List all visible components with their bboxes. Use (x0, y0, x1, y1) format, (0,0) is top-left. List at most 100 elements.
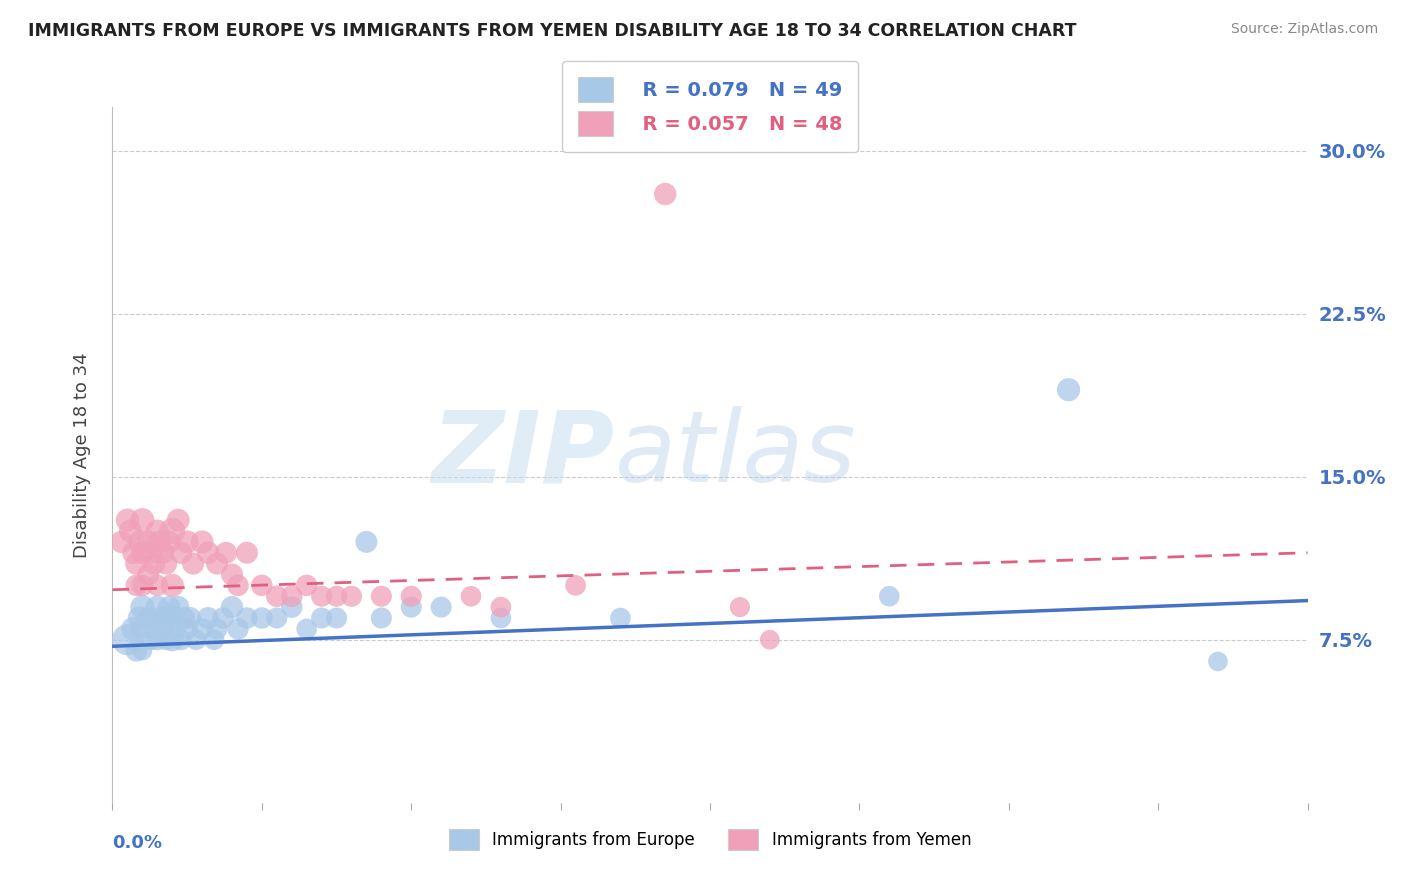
Point (325, 611, 347, 625)
Point (120, 524, 142, 538)
Point (125, 557, 148, 571)
Point (157, 600, 180, 615)
Point (311, 589, 333, 603)
Point (340, 589, 363, 603)
Text: 0.0%: 0.0% (112, 834, 163, 852)
Point (157, 534, 180, 549)
Point (281, 600, 304, 615)
Point (215, 546, 238, 560)
Point (152, 622, 174, 636)
Point (131, 600, 153, 615)
Y-axis label: Disability Age 18 to 34: Disability Age 18 to 34 (73, 352, 91, 558)
Legend: Immigrants from Europe, Immigrants from Yemen: Immigrants from Europe, Immigrants from … (441, 822, 979, 857)
Point (146, 600, 169, 615)
Point (138, 611, 160, 625)
Point (170, 632, 193, 647)
Point (146, 578, 169, 592)
Point (155, 557, 177, 571)
Point (162, 578, 183, 592)
Point (122, 622, 145, 636)
Point (149, 534, 172, 549)
Point (654, 186, 676, 201)
Point (226, 578, 249, 592)
Point (759, 632, 782, 647)
Point (155, 611, 177, 625)
Point (236, 546, 259, 560)
Point (122, 546, 145, 560)
Point (205, 622, 228, 636)
Point (167, 600, 190, 615)
Point (138, 567, 160, 582)
Point (125, 578, 148, 592)
Point (149, 611, 172, 625)
Text: atlas: atlas (614, 407, 856, 503)
Point (143, 557, 166, 571)
Text: IMMIGRANTS FROM EUROPE VS IMMIGRANTS FROM YEMEN DISABILITY AGE 18 TO 34 CORRELAT: IMMIGRANTS FROM EUROPE VS IMMIGRANTS FRO… (28, 22, 1077, 40)
Point (295, 578, 318, 592)
Point (325, 589, 347, 603)
Point (128, 611, 150, 625)
Point (173, 611, 195, 625)
Point (110, 534, 132, 549)
Point (489, 611, 512, 625)
Text: Source: ZipAtlas.com: Source: ZipAtlas.com (1230, 22, 1378, 37)
Point (162, 524, 183, 538)
Point (202, 632, 225, 647)
Point (131, 622, 153, 636)
Point (179, 611, 201, 625)
Point (141, 632, 163, 647)
Point (155, 632, 177, 647)
Point (128, 534, 150, 549)
Point (489, 600, 512, 615)
Point (212, 611, 235, 625)
Point (191, 622, 214, 636)
Point (609, 611, 631, 625)
Point (181, 557, 204, 571)
Point (167, 513, 190, 527)
Point (162, 632, 183, 647)
Point (1206, 655, 1229, 669)
Point (131, 643, 153, 657)
Point (266, 611, 288, 625)
Point (401, 589, 423, 603)
Point (250, 578, 273, 592)
Point (117, 513, 139, 527)
Point (311, 611, 333, 625)
Point (356, 534, 378, 549)
Point (162, 611, 183, 625)
Point (460, 589, 482, 603)
Point (141, 546, 163, 560)
Point (131, 513, 153, 527)
Point (281, 589, 304, 603)
Point (236, 611, 259, 625)
Point (879, 589, 901, 603)
Point (152, 546, 174, 560)
Point (205, 557, 228, 571)
Point (226, 622, 249, 636)
Point (564, 578, 586, 592)
Point (370, 611, 392, 625)
Point (197, 546, 219, 560)
Point (176, 622, 198, 636)
Point (221, 567, 243, 582)
Point (401, 600, 423, 615)
Point (266, 589, 288, 603)
Point (295, 622, 318, 636)
Point (221, 600, 243, 615)
Point (728, 600, 751, 615)
Point (1057, 383, 1080, 397)
Point (131, 578, 153, 592)
Point (430, 600, 453, 615)
Point (370, 589, 392, 603)
Point (191, 534, 214, 549)
Point (170, 546, 193, 560)
Text: ZIP: ZIP (432, 407, 614, 503)
Point (131, 546, 153, 560)
Point (250, 611, 273, 625)
Point (186, 632, 208, 647)
Point (143, 622, 166, 636)
Point (146, 632, 169, 647)
Point (125, 643, 148, 657)
Point (165, 622, 187, 636)
Point (146, 524, 169, 538)
